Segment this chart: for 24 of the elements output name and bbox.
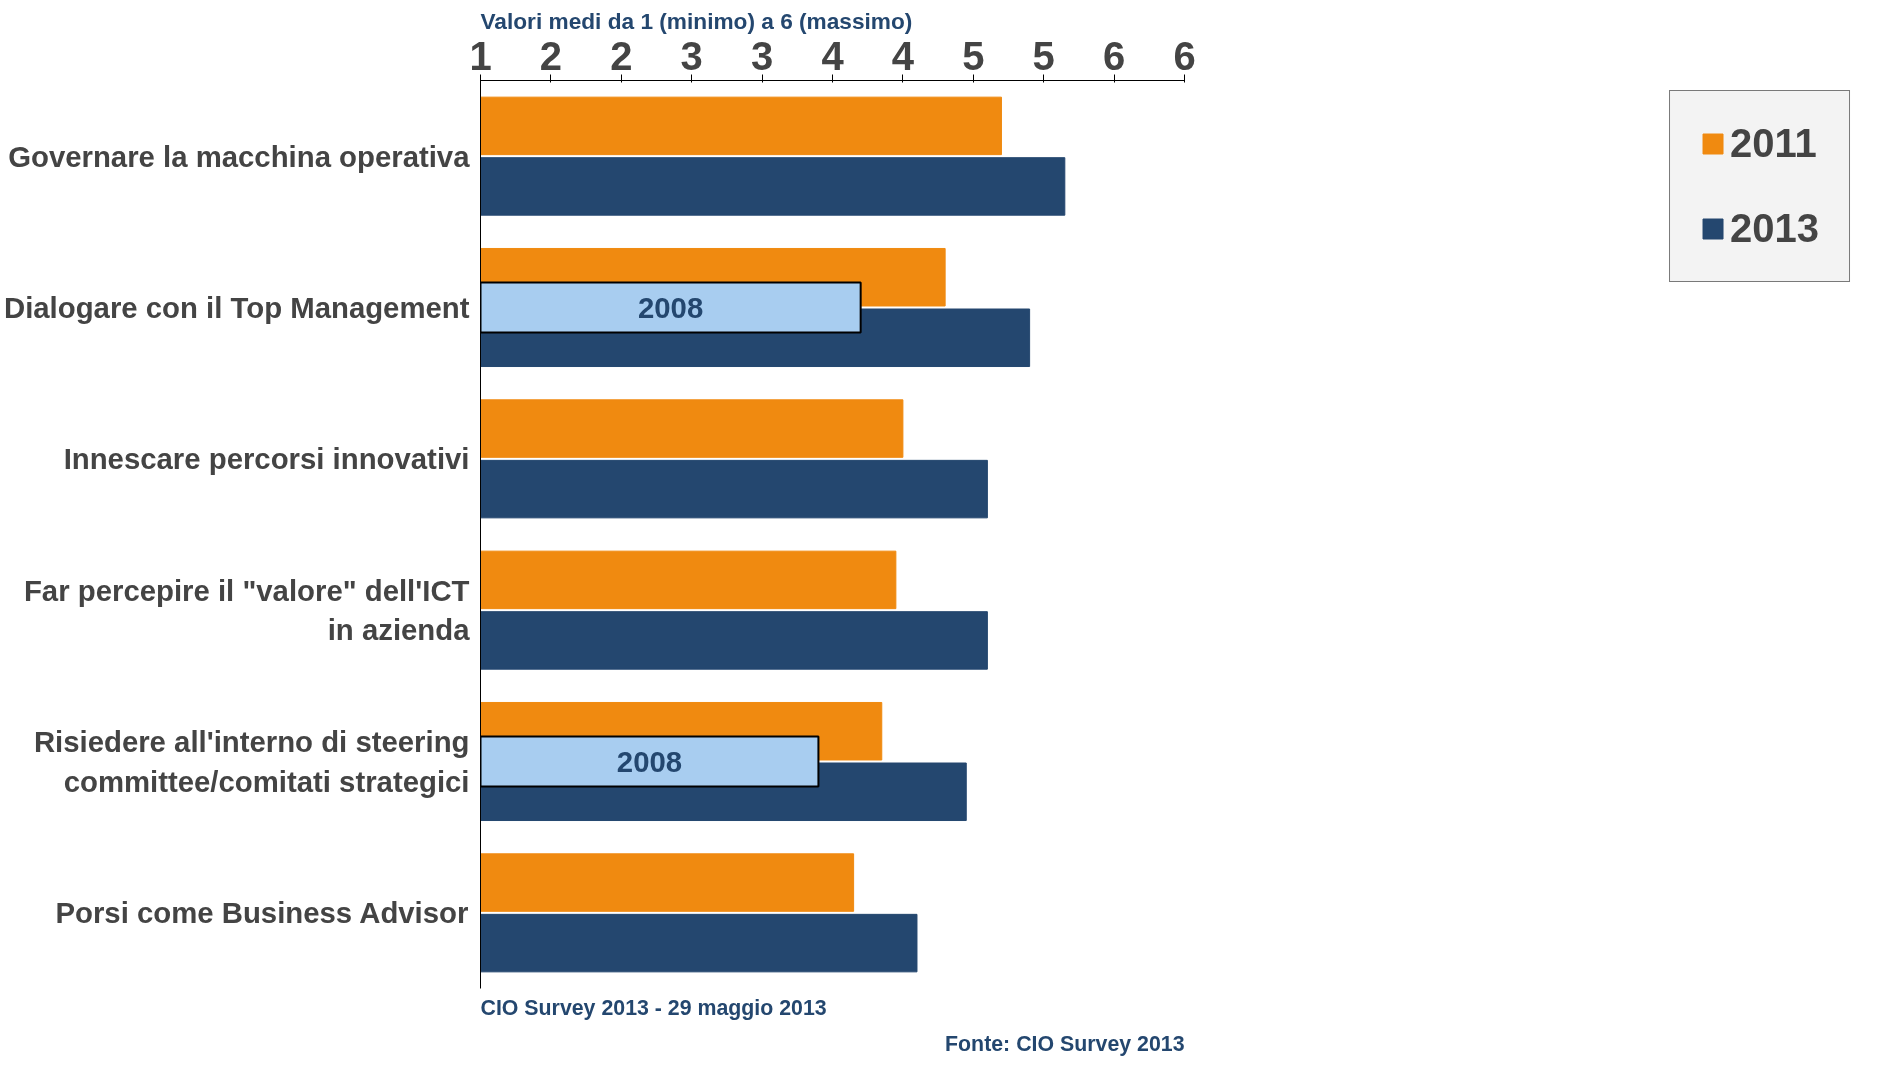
series-label: 2008 bbox=[637, 290, 704, 324]
text: CIO Survey 2013 - 29 maggio 2013 bbox=[480, 995, 827, 1020]
x-tick-label: 2 bbox=[539, 33, 563, 78]
y-tick-label: Risiedere all'interno di steering committee/comitati strategici bbox=[33, 725, 470, 798]
chart-subtitle: Valori medi da 1 (minimo) a 6 (massimo) bbox=[480, 7, 913, 34]
x-tick-label: 6 bbox=[1173, 33, 1196, 78]
y-tick-label: Porsi come Business Advisor bbox=[55, 896, 469, 930]
y-tick-label: Far percepire il "valore" dell'ICT in azienda bbox=[23, 573, 471, 647]
legend-label: 2013 bbox=[1730, 206, 1819, 251]
x-tick-label: 6 bbox=[1102, 33, 1126, 78]
y-tick-label: Dialogare con il Top Management bbox=[3, 291, 470, 324]
x-tick-label: 2 bbox=[610, 33, 633, 78]
x-tick-label: 5 bbox=[962, 33, 985, 78]
x-tick-label: 1 bbox=[469, 33, 492, 78]
x-tick-label: 5 bbox=[1032, 33, 1055, 78]
y-tick-label: Innescare percorsi innovativi bbox=[63, 442, 470, 476]
x-tick-label: 3 bbox=[750, 33, 774, 78]
source-note: Fonte: CIO Survey 2013 bbox=[945, 1031, 1185, 1056]
legend-label: 2011 bbox=[1730, 121, 1817, 166]
x-tick-label: 3 bbox=[680, 33, 703, 78]
x-tick-label: 4 bbox=[821, 33, 845, 78]
text: 2008 bbox=[616, 744, 683, 778]
x-tick-label: 4 bbox=[891, 33, 915, 78]
y-tick-label: Governare la macchina operativa bbox=[8, 139, 471, 173]
